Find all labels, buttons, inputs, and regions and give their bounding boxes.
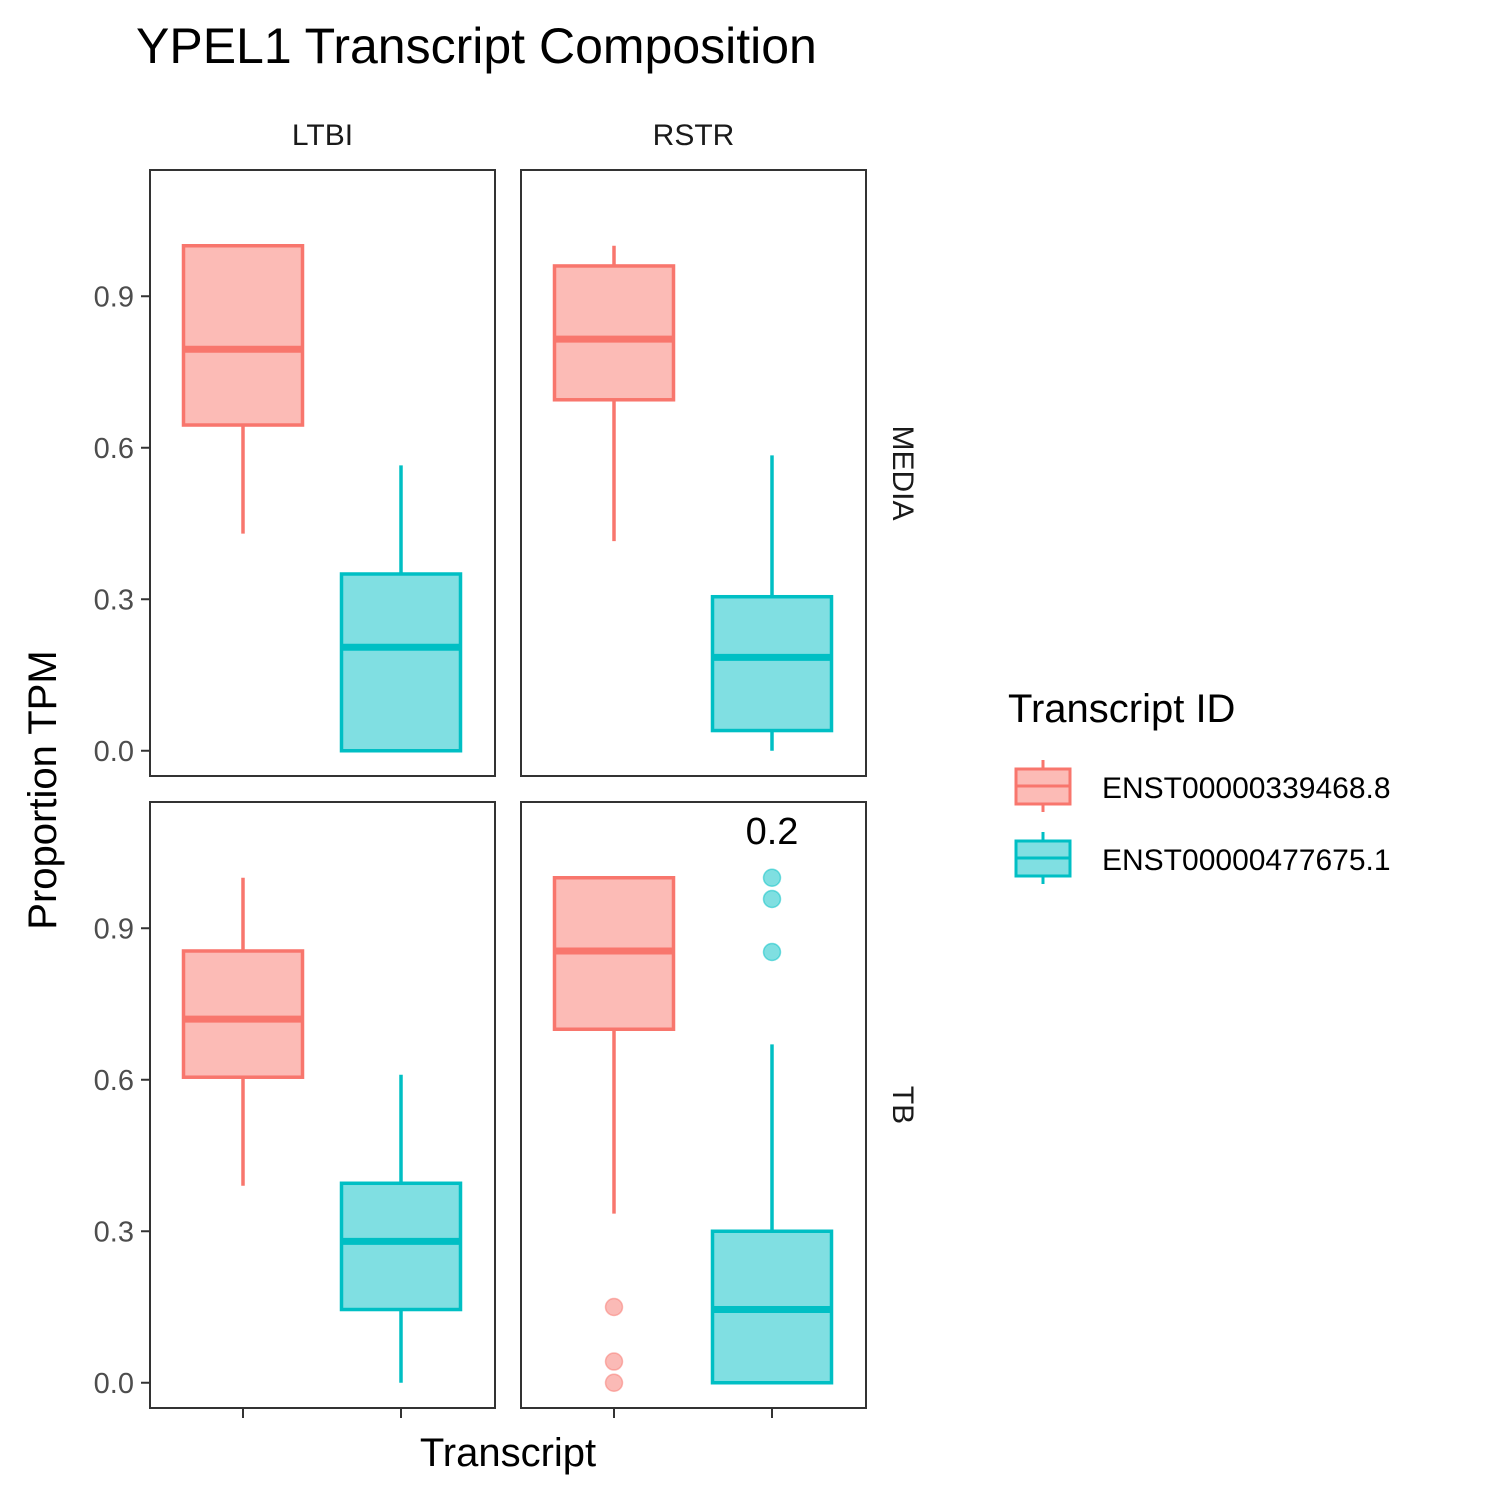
- legend: Transcript ID ENST00000339468.8 ENST00000…: [1008, 687, 1391, 884]
- legend-entry: ENST00000339468.8: [1014, 760, 1391, 812]
- outlier-point: [604, 1352, 624, 1371]
- p-value-annotation: 0.2: [746, 811, 799, 853]
- facet-row-label: TB: [886, 1086, 919, 1124]
- box-ENST00000339468.8: [552, 245, 676, 542]
- iqr-box: [181, 244, 305, 427]
- iqr-box: [339, 1181, 463, 1312]
- y-tick-label: 0.0: [94, 1368, 134, 1400]
- facet-col-label: RSTR: [653, 119, 735, 152]
- outlier-point: [762, 868, 782, 887]
- y-tick-label: 0.3: [94, 584, 134, 616]
- outlier-point: [604, 1373, 624, 1392]
- y-tick-label: 0.3: [94, 1216, 134, 1248]
- chart-title: YPEL1 Transcript Composition: [136, 18, 817, 74]
- y-axis-title: Proportion TPM: [21, 650, 65, 929]
- y-tick-label: 0.0: [94, 736, 134, 768]
- outlier-point: [762, 889, 782, 909]
- box-ENST00000477675.1: [339, 1074, 463, 1383]
- legend-label: ENST00000339468.8: [1102, 772, 1391, 805]
- panel-rstr-media: RSTR MEDIA: [520, 119, 919, 777]
- iqr-box: [710, 594, 834, 733]
- panel-rstr-tb: TB 0.2: [520, 801, 919, 1418]
- y-tick-label: 0.6: [94, 433, 134, 465]
- box-ENST00000339468.8: [181, 244, 305, 534]
- box-ENST00000477675.1: [339, 465, 463, 753]
- y-tick-label: 0.9: [94, 913, 134, 945]
- panel-ltbi-media: LTBI 0.0 0.3 0.6 0.9: [94, 119, 496, 777]
- legend-title: Transcript ID: [1008, 687, 1235, 731]
- legend-label: ENST00000477675.1: [1102, 844, 1391, 877]
- panel-ltbi-tb: 0.0 0.3 0.6 0.9: [94, 801, 496, 1418]
- x-axis-title: Transcript: [420, 1431, 596, 1475]
- facet-panels: LTBI 0.0 0.3 0.6 0.9 RSTR MEDIA 0.0 0.3 0.6 0.9 TB 0…: [94, 119, 919, 1418]
- facet-row-label: MEDIA: [886, 425, 919, 520]
- legend-entry: ENST00000477675.1: [1014, 832, 1391, 884]
- box-ENST00000339468.8: [552, 876, 676, 1392]
- panel-border: [149, 801, 496, 1409]
- box-ENST00000477675.1: [710, 868, 834, 1385]
- box-ENST00000339468.8: [181, 877, 305, 1186]
- iqr-box: [552, 264, 676, 402]
- iqr-box: [181, 949, 305, 1079]
- iqr-box: [339, 572, 463, 753]
- facet-col-label: LTBI: [292, 119, 353, 152]
- outlier-point: [762, 942, 782, 962]
- y-tick-label: 0.9: [94, 281, 134, 313]
- y-tick-label: 0.6: [94, 1065, 134, 1097]
- outlier-point: [604, 1297, 624, 1317]
- box-ENST00000477675.1: [710, 455, 834, 751]
